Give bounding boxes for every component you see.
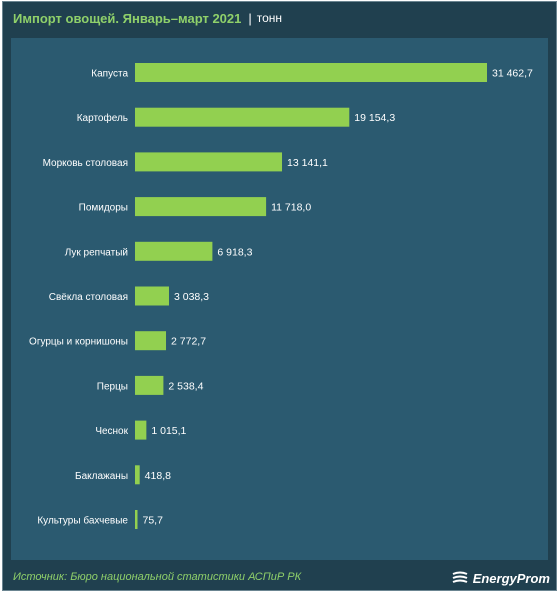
bar bbox=[135, 152, 283, 172]
category-label: Свёкла столовая bbox=[49, 292, 128, 303]
value-label: 75,7 bbox=[143, 515, 164, 527]
footer: Источник: Бюро национальной статистики А… bbox=[3, 567, 558, 591]
bar bbox=[135, 241, 213, 261]
category-label: Картофель bbox=[77, 112, 128, 124]
bar bbox=[135, 465, 140, 485]
bar bbox=[135, 375, 164, 395]
bar bbox=[135, 510, 138, 529]
value-label: 6 918,3 bbox=[217, 246, 252, 258]
category-label: Перцы bbox=[97, 381, 128, 392]
category-label: Культуры бахчевые bbox=[37, 515, 128, 527]
bar bbox=[135, 107, 350, 127]
plot-area: Капуста 31 462,7 Картофель 19 154,3 Морковь … bbox=[11, 38, 548, 560]
category-label: Баклажаны bbox=[75, 471, 128, 482]
value-label: 3 038,3 bbox=[174, 291, 209, 303]
unit-label: тонн bbox=[256, 11, 283, 25]
logo-icon bbox=[452, 571, 468, 583]
category-label: Помидоры bbox=[79, 203, 128, 214]
title-bar: Импорт овощей. Январь–март 2021 | тонн bbox=[13, 8, 282, 28]
bar bbox=[135, 197, 267, 217]
bar-chart: Капуста 31 462,7 Картофель 19 154,3 Морковь … bbox=[29, 63, 533, 529]
value-label: 2 772,7 bbox=[171, 336, 206, 348]
category-label: Чеснок bbox=[95, 426, 128, 437]
value-label: 13 141,1 bbox=[287, 157, 328, 169]
source-note: Источник: Бюро национальной статистики А… bbox=[13, 571, 302, 583]
value-label: 2 538,4 bbox=[168, 380, 203, 392]
value-label: 31 462,7 bbox=[492, 68, 533, 80]
bar bbox=[135, 63, 487, 82]
bar bbox=[135, 331, 167, 351]
category-label: Капуста bbox=[91, 69, 128, 80]
value-label: 19 154,3 bbox=[354, 112, 395, 124]
logo-text: EnergyProm bbox=[472, 570, 550, 586]
category-label: Морковь столовая bbox=[43, 158, 128, 169]
category-label: Огурцы и корнишоны bbox=[29, 337, 128, 348]
value-label: 418,8 bbox=[145, 470, 171, 482]
category-label: Лук репчатый bbox=[65, 247, 128, 258]
bar bbox=[135, 286, 169, 306]
title-separator: | bbox=[248, 10, 252, 26]
chart-title: Импорт овощей. Январь–март 2021 bbox=[13, 10, 242, 26]
bar bbox=[135, 420, 147, 440]
value-label: 11 718,0 bbox=[271, 202, 311, 214]
value-label: 1 015,1 bbox=[151, 425, 186, 437]
energyprom-logo: EnergyProm bbox=[451, 568, 550, 588]
